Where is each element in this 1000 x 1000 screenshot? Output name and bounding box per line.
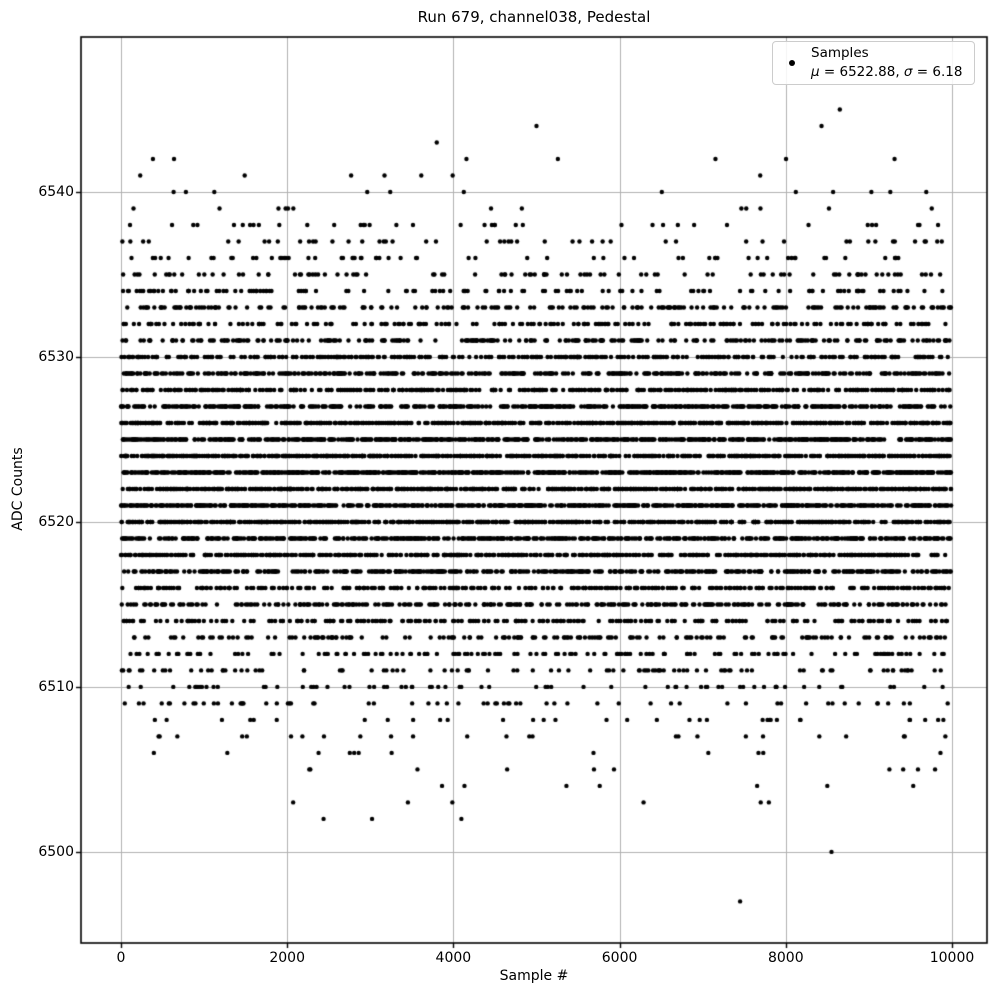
y-tick-label: 6530	[38, 348, 74, 365]
y-tick-label: 6540	[38, 183, 74, 200]
x-tick-label: 10000	[929, 950, 975, 966]
chart-title: Run 679, channel038, Pedestal	[417, 8, 651, 26]
y-tick-label: 6500	[38, 843, 74, 860]
legend-series-label: Samples	[811, 45, 869, 61]
x-tick-label: 0	[116, 950, 126, 966]
x-axis-label: Sample #	[499, 968, 569, 984]
mu-value: = 6522.88,	[819, 64, 904, 80]
y-tick-label: 6520	[38, 513, 74, 530]
legend-handle	[773, 60, 811, 66]
x-tick-label: 4000	[435, 950, 472, 966]
x-tick-label: 6000	[601, 950, 638, 966]
legend-stats-line: μ = 6522.88, σ = 6.18	[811, 63, 962, 82]
x-tick-label: 2000	[269, 950, 305, 966]
y-tick-label: 6510	[38, 678, 74, 695]
sigma-value: = 6.18	[912, 64, 963, 80]
y-axis-label: ADC Counts	[10, 447, 26, 531]
sample-marker-icon	[789, 60, 795, 66]
legend: Samples μ = 6522.88, σ = 6.18	[772, 41, 975, 85]
x-tick-label: 8000	[767, 950, 804, 966]
sigma-symbol: σ	[903, 64, 913, 80]
legend-text: Samples μ = 6522.88, σ = 6.18	[811, 44, 962, 82]
mu-symbol: μ	[811, 64, 820, 80]
